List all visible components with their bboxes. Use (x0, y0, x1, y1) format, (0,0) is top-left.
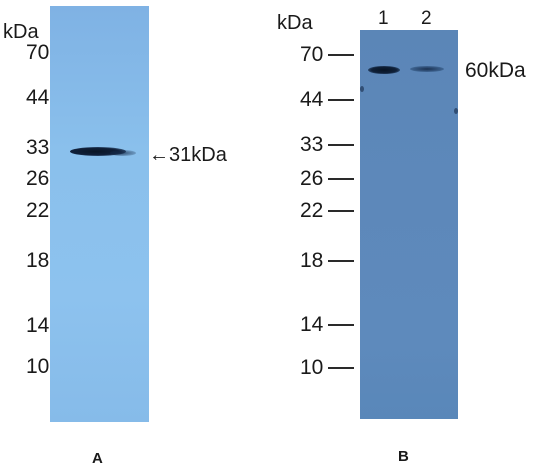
panel-b-tick-70 (328, 54, 354, 56)
panel-b-tick-18 (328, 260, 354, 262)
panel-b-label: B (398, 448, 409, 465)
panel-a-marker-26: 26 (26, 167, 50, 190)
panel-b-lane-1: 1 (378, 8, 389, 29)
panel-b-tick-10 (328, 367, 354, 369)
panel-b-marker-33: 33 (300, 133, 324, 156)
panel-b-tick-44 (328, 99, 354, 101)
panel-b-blot-membrane (360, 30, 458, 419)
panel-a-marker-18: 18 (26, 249, 50, 272)
panel-b-band-annotation: 60kDa (465, 59, 526, 82)
panel-b-marker-18: 18 (300, 249, 324, 272)
panel-b-marker-10: 10 (300, 356, 324, 379)
panel-b-unit-label: kDa (277, 12, 313, 34)
panel-a-band-tail (110, 150, 136, 156)
panel-b-marker-26: 26 (300, 167, 324, 190)
panel-b-lane-2: 2 (421, 8, 432, 29)
panel-b-marker-14: 14 (300, 313, 324, 336)
panel-b-spot-right (454, 108, 458, 114)
panel-a-marker-33: 33 (26, 136, 50, 159)
panel-a-band-31kda (70, 147, 126, 156)
panel-a-marker-70: 70 (26, 41, 50, 64)
panel-a-marker-22: 22 (26, 199, 50, 222)
panel-a-label: A (92, 450, 103, 467)
panel-a-marker-44: 44 (26, 86, 50, 109)
panel-a-marker-14: 14 (26, 314, 50, 337)
panel-b-marker-70: 70 (300, 43, 324, 66)
panel-b-spot-left (360, 86, 364, 92)
panel-a-blot-membrane (50, 6, 149, 422)
panel-a-marker-10: 10 (26, 355, 50, 378)
panel-b-marker-22: 22 (300, 199, 324, 222)
panel-a-unit-label: kDa (3, 21, 39, 43)
panel-b-marker-44: 44 (300, 88, 324, 111)
panel-b-band-lane-1 (368, 66, 400, 74)
panel-a-band-annotation: ←31kDa (149, 144, 227, 166)
panel-b-tick-26 (328, 178, 354, 180)
panel-b-tick-33 (328, 144, 354, 146)
panel-b-tick-22 (328, 210, 354, 212)
panel-b-tick-14 (328, 324, 354, 326)
panel-b-band-lane-2 (410, 66, 444, 72)
